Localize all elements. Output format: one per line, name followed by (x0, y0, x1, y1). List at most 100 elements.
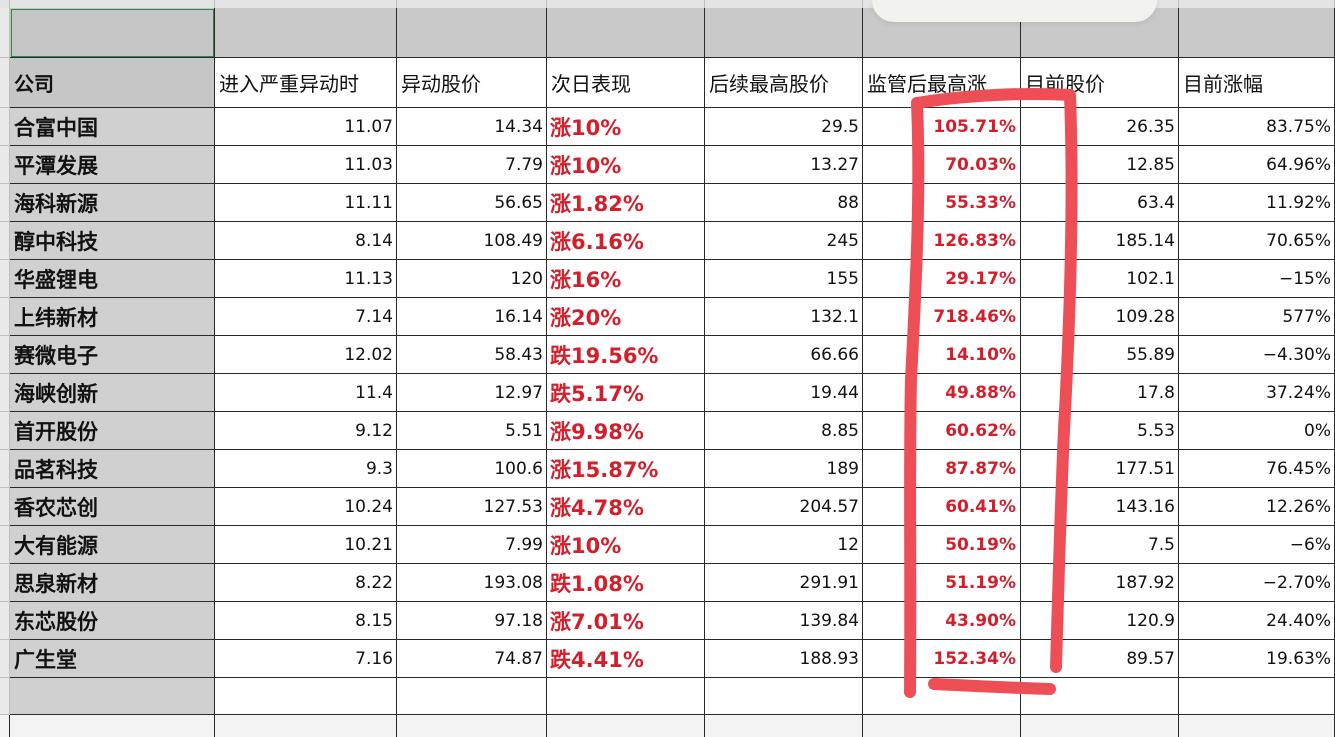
max-gain-cell[interactable]: 50.19% (863, 526, 1021, 564)
max-gain-cell[interactable]: 126.83% (863, 222, 1021, 260)
company-name-cell[interactable]: 海科新源 (10, 184, 215, 222)
entry-price-cell[interactable]: 11.13 (215, 260, 397, 298)
next-day-performance-cell[interactable]: 涨20% (547, 298, 705, 336)
next-day-performance-cell[interactable]: 涨9.98% (547, 412, 705, 450)
abnormal-price-cell[interactable]: 16.14 (397, 298, 547, 336)
column-header-max_gain_after_supervision[interactable]: 监管后最高涨 (863, 58, 1021, 108)
max-price-cell[interactable]: 88 (705, 184, 863, 222)
next-day-performance-cell[interactable]: 涨15.87% (547, 450, 705, 488)
next-day-performance-cell[interactable]: 涨1.82% (547, 184, 705, 222)
current-price-cell[interactable]: 143.16 (1021, 488, 1179, 526)
max-price-cell[interactable]: 8.85 (705, 412, 863, 450)
next-day-performance-cell[interactable]: 涨10% (547, 108, 705, 146)
column-header-abnormal_price[interactable]: 异动股价 (397, 58, 547, 108)
current-price-cell[interactable]: 7.5 (1021, 526, 1179, 564)
current-price-cell[interactable]: 120.9 (1021, 602, 1179, 640)
max-price-cell[interactable]: 132.1 (705, 298, 863, 336)
abnormal-price-cell[interactable]: 58.43 (397, 336, 547, 374)
current-gain-cell[interactable]: 37.24% (1179, 374, 1335, 412)
next-day-performance-cell[interactable]: 涨16% (547, 260, 705, 298)
entry-price-cell[interactable]: 10.24 (215, 488, 397, 526)
current-gain-cell[interactable]: 0% (1179, 412, 1335, 450)
max-price-cell[interactable]: 29.5 (705, 108, 863, 146)
abnormal-price-cell[interactable]: 7.99 (397, 526, 547, 564)
next-day-performance-cell[interactable]: 涨6.16% (547, 222, 705, 260)
current-gain-cell[interactable]: −6% (1179, 526, 1335, 564)
empty-cell[interactable] (10, 678, 215, 715)
company-name-cell[interactable]: 平潭发展 (10, 146, 215, 184)
abnormal-price-cell[interactable]: 100.6 (397, 450, 547, 488)
blank-header-cell[interactable] (1179, 8, 1335, 58)
column-header-current_gain[interactable]: 目前涨幅 (1179, 58, 1335, 108)
max-gain-cell[interactable]: 55.33% (863, 184, 1021, 222)
entry-price-cell[interactable]: 11.07 (215, 108, 397, 146)
current-price-cell[interactable]: 26.35 (1021, 108, 1179, 146)
next-day-performance-cell[interactable]: 涨10% (547, 146, 705, 184)
company-name-cell[interactable]: 首开股份 (10, 412, 215, 450)
empty-cell[interactable] (397, 678, 547, 715)
current-gain-cell[interactable]: 76.45% (1179, 450, 1335, 488)
current-price-cell[interactable]: 12.85 (1021, 146, 1179, 184)
entry-price-cell[interactable]: 11.03 (215, 146, 397, 184)
entry-price-cell[interactable]: 9.12 (215, 412, 397, 450)
empty-cell[interactable] (1179, 678, 1335, 715)
current-price-cell[interactable]: 187.92 (1021, 564, 1179, 602)
abnormal-price-cell[interactable]: 97.18 (397, 602, 547, 640)
current-gain-cell[interactable]: −15% (1179, 260, 1335, 298)
max-gain-cell[interactable]: 60.41% (863, 488, 1021, 526)
column-header-max_price_after[interactable]: 后续最高股价 (705, 58, 863, 108)
current-gain-cell[interactable]: 70.65% (1179, 222, 1335, 260)
selected-cell[interactable] (10, 8, 215, 58)
entry-price-cell[interactable]: 8.14 (215, 222, 397, 260)
column-header-current_price[interactable]: 目前股价 (1021, 58, 1179, 108)
max-gain-cell[interactable]: 49.88% (863, 374, 1021, 412)
max-gain-cell[interactable]: 14.10% (863, 336, 1021, 374)
max-gain-cell[interactable]: 87.87% (863, 450, 1021, 488)
company-name-cell[interactable]: 合富中国 (10, 108, 215, 146)
entry-price-cell[interactable]: 7.14 (215, 298, 397, 336)
next-day-performance-cell[interactable]: 跌4.41% (547, 640, 705, 678)
current-gain-cell[interactable]: 64.96% (1179, 146, 1335, 184)
company-name-cell[interactable]: 思泉新材 (10, 564, 215, 602)
empty-cell[interactable] (863, 678, 1021, 715)
max-gain-cell[interactable]: 152.34% (863, 640, 1021, 678)
current-price-cell[interactable]: 102.1 (1021, 260, 1179, 298)
blank-header-cell[interactable] (547, 8, 705, 58)
company-name-cell[interactable]: 醇中科技 (10, 222, 215, 260)
company-name-cell[interactable]: 赛微电子 (10, 336, 215, 374)
current-gain-cell[interactable]: −2.70% (1179, 564, 1335, 602)
max-price-cell[interactable]: 155 (705, 260, 863, 298)
abnormal-price-cell[interactable]: 193.08 (397, 564, 547, 602)
max-gain-cell[interactable]: 51.19% (863, 564, 1021, 602)
abnormal-price-cell[interactable]: 5.51 (397, 412, 547, 450)
abnormal-price-cell[interactable]: 7.79 (397, 146, 547, 184)
max-price-cell[interactable]: 189 (705, 450, 863, 488)
empty-cell[interactable] (547, 678, 705, 715)
max-gain-cell[interactable]: 718.46% (863, 298, 1021, 336)
column-header-next_day[interactable]: 次日表现 (547, 58, 705, 108)
company-name-cell[interactable]: 上纬新材 (10, 298, 215, 336)
next-day-performance-cell[interactable]: 跌19.56% (547, 336, 705, 374)
company-name-cell[interactable]: 大有能源 (10, 526, 215, 564)
empty-cell[interactable] (705, 678, 863, 715)
next-day-performance-cell[interactable]: 跌5.17% (547, 374, 705, 412)
company-name-cell[interactable]: 香农芯创 (10, 488, 215, 526)
max-price-cell[interactable]: 66.66 (705, 336, 863, 374)
max-price-cell[interactable]: 245 (705, 222, 863, 260)
blank-header-cell[interactable] (705, 8, 863, 58)
empty-cell[interactable] (1021, 678, 1179, 715)
company-name-cell[interactable]: 华盛锂电 (10, 260, 215, 298)
blank-header-cell[interactable] (215, 8, 397, 58)
entry-price-cell[interactable]: 9.3 (215, 450, 397, 488)
current-gain-cell[interactable]: 577% (1179, 298, 1335, 336)
current-price-cell[interactable]: 5.53 (1021, 412, 1179, 450)
max-gain-cell[interactable]: 43.90% (863, 602, 1021, 640)
entry-price-cell[interactable]: 8.22 (215, 564, 397, 602)
current-gain-cell[interactable]: 19.63% (1179, 640, 1335, 678)
next-day-performance-cell[interactable]: 涨7.01% (547, 602, 705, 640)
max-gain-cell[interactable]: 60.62% (863, 412, 1021, 450)
max-price-cell[interactable]: 204.57 (705, 488, 863, 526)
current-gain-cell[interactable]: 12.26% (1179, 488, 1335, 526)
entry-price-cell[interactable]: 10.21 (215, 526, 397, 564)
column-header-entry_price_day[interactable]: 进入严重异动时 (215, 58, 397, 108)
